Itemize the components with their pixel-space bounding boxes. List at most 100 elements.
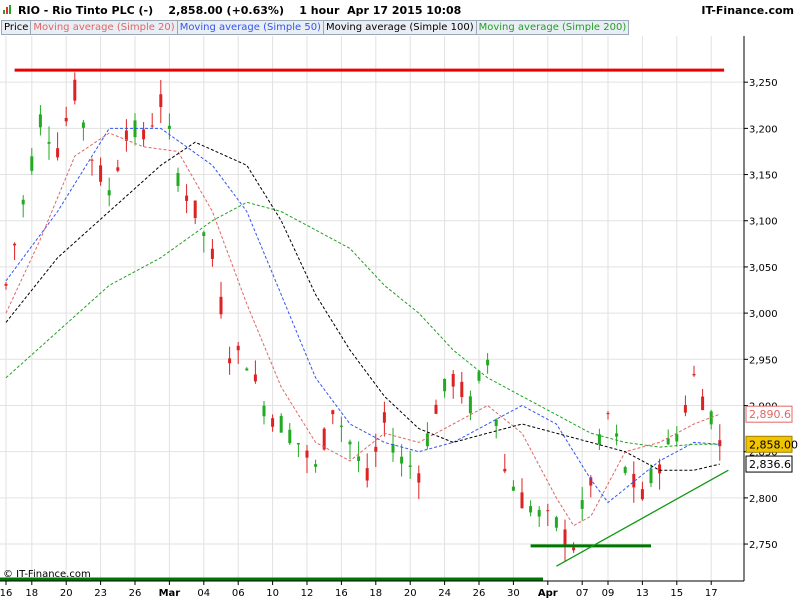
candle-body: [683, 404, 687, 413]
legend-item-sma50[interactable]: Moving average (Simple 50): [176, 20, 323, 35]
candle-body: [511, 486, 515, 491]
title-bar: RIO - Rio Tinto PLC (-) 2,858.00 (+0.63%…: [0, 0, 800, 20]
y-tick-label: 3,200: [749, 124, 778, 135]
candle-body: [185, 195, 189, 201]
candle-body: [649, 468, 653, 484]
candle-body: [417, 473, 421, 483]
candle-body: [468, 396, 472, 414]
candle-body: [4, 283, 8, 286]
candle-body: [142, 129, 146, 140]
x-tick-label: 07: [576, 588, 589, 599]
candle-body: [623, 467, 627, 473]
candle-body: [64, 117, 68, 122]
y-tick-label: 2,800: [749, 494, 778, 505]
candle-body: [262, 405, 266, 417]
candle-body: [477, 371, 481, 381]
candle-body: [193, 200, 197, 218]
legend-item-sma200[interactable]: Moving average (Simple 200): [475, 20, 630, 35]
candle-body: [314, 464, 318, 467]
candle-body: [632, 473, 636, 488]
candle-body: [159, 94, 163, 108]
x-tick-label: 16: [0, 588, 12, 599]
candle-body: [391, 444, 395, 453]
ma-line-2: [5, 141, 720, 471]
axes: [0, 36, 748, 585]
candle-body: [425, 433, 429, 447]
candle-body: [434, 404, 438, 414]
candle-body: [81, 122, 85, 128]
legend-item-price[interactable]: Price: [1, 20, 31, 35]
x-tick-label: 10: [266, 588, 279, 599]
candle-body: [339, 425, 343, 427]
y-tick-label: 3,000: [749, 309, 778, 320]
candle-body: [348, 441, 352, 445]
ma-line-0: [5, 132, 720, 527]
legend-item-sma100[interactable]: Moving average (Simple 100): [322, 20, 476, 35]
candle-body: [176, 173, 180, 186]
x-tick-label: 20: [60, 588, 73, 599]
x-tick-label: 13: [636, 588, 649, 599]
x-tick-label: 17: [705, 588, 718, 599]
candle-body: [38, 114, 42, 128]
price-label-box: [745, 405, 793, 423]
candle-body: [503, 468, 507, 472]
y-tick-label: 2,750: [749, 540, 778, 551]
candle-body: [219, 296, 223, 315]
candle-body: [253, 374, 257, 382]
candle-body: [451, 373, 455, 387]
x-tick-label: 16: [335, 588, 348, 599]
x-tick-label: Apr: [538, 588, 558, 599]
candle-body: [666, 438, 670, 445]
x-tick-label: 18: [25, 588, 38, 599]
x-tick-label: 12: [301, 588, 314, 599]
legend: Price Moving average (Simple 20) Moving …: [1, 20, 630, 35]
x-tick-label: 24: [438, 588, 451, 599]
copyright: © IT-Finance.com: [3, 569, 91, 580]
candle-body: [546, 510, 550, 512]
candle-body: [443, 378, 447, 392]
candle-body: [124, 130, 128, 141]
candle-body: [56, 148, 60, 158]
candle-body: [606, 413, 610, 415]
price-labels: 2,890.6 2,858.00 2,836.6: [745, 405, 798, 473]
candle-body: [675, 434, 679, 442]
candle-body: [460, 381, 464, 398]
candle-body: [365, 468, 369, 481]
x-tick-label: 26: [129, 588, 142, 599]
y-axis-labels: 3,2503,2003,1503,1003,0503,0002,9502,900…: [749, 78, 778, 551]
candle-body: [486, 359, 490, 366]
candle-body: [288, 429, 292, 444]
brand-label: IT-Finance.com: [701, 4, 794, 17]
candle-body: [408, 465, 412, 467]
candle-body: [13, 243, 17, 246]
y-tick-label: 2,950: [749, 355, 778, 366]
x-tick-label: 09: [602, 588, 615, 599]
x-tick-label: 30: [507, 588, 520, 599]
candle-body: [494, 419, 498, 427]
x-tick-label: 23: [94, 588, 107, 599]
candle-body: [692, 373, 696, 376]
ma-line-3: [5, 201, 720, 448]
x-tick-label: 04: [197, 588, 210, 599]
x-tick-label: 15: [670, 588, 683, 599]
candle-body: [374, 446, 378, 452]
candle-body: [228, 358, 232, 364]
candle-body: [167, 125, 171, 129]
candle-body: [279, 415, 283, 433]
candle-body: [529, 506, 533, 513]
candles: [4, 72, 722, 561]
x-tick-label: Mar: [159, 588, 181, 599]
moving-averages: [5, 127, 720, 527]
candle-body: [202, 232, 206, 237]
candle-body: [701, 396, 705, 411]
candle-body: [107, 190, 111, 196]
candle-body: [520, 492, 524, 509]
legend-item-sma20[interactable]: Moving average (Simple 20): [30, 20, 177, 35]
candle-body: [554, 517, 558, 528]
candle-body: [90, 159, 94, 161]
candle-body: [47, 141, 51, 144]
candle-body: [245, 368, 249, 371]
y-tick-label: 3,250: [749, 78, 778, 89]
candle-body: [658, 464, 662, 474]
